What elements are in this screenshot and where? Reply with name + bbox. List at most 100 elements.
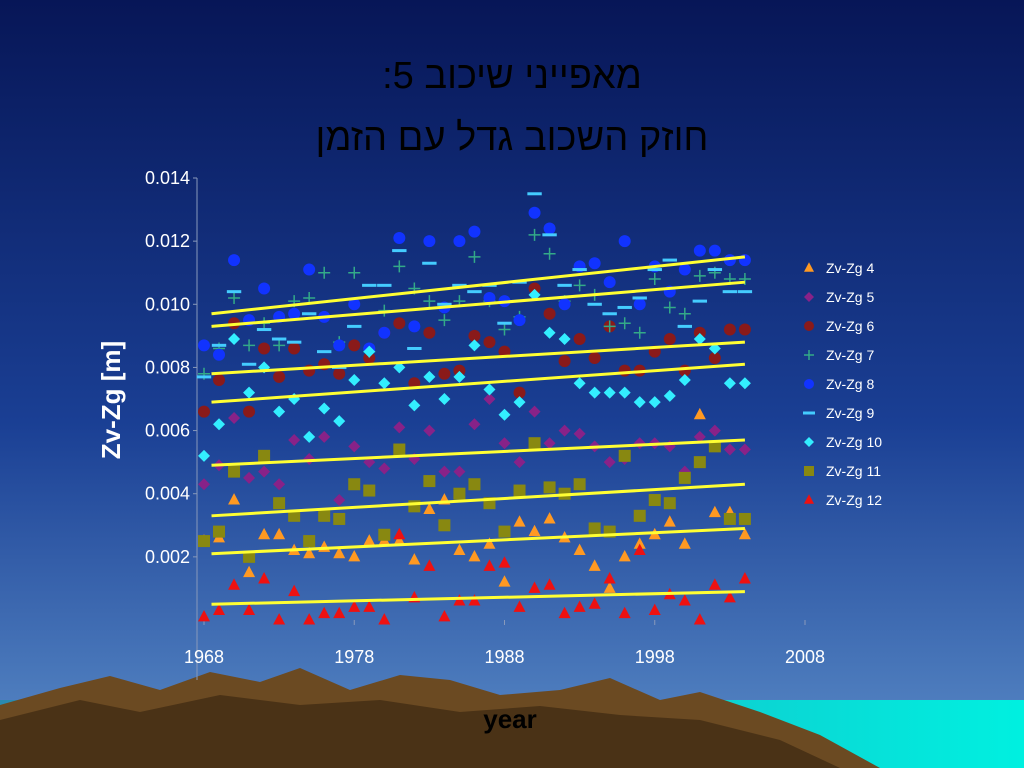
point [273, 497, 286, 510]
point [378, 377, 391, 390]
legend-label: Zv-Zg 12 [826, 492, 882, 508]
point [273, 370, 286, 383]
trend-line [211, 590, 745, 606]
point [513, 456, 526, 469]
point [288, 509, 301, 522]
point [468, 478, 481, 491]
trend-line [211, 526, 745, 556]
point [648, 396, 661, 409]
point [348, 440, 361, 453]
point [678, 307, 691, 320]
point [363, 600, 376, 612]
point [468, 339, 481, 352]
point [633, 326, 646, 339]
point [453, 465, 466, 478]
point [633, 298, 646, 311]
point [528, 437, 541, 450]
point [498, 323, 511, 336]
point [378, 613, 391, 625]
point [273, 339, 286, 352]
point [528, 288, 541, 301]
point [333, 367, 346, 380]
point [453, 235, 466, 248]
point [303, 613, 316, 625]
point [243, 386, 256, 399]
point [738, 572, 751, 584]
point [603, 276, 616, 289]
point [693, 269, 706, 282]
point [573, 600, 586, 612]
point [228, 411, 241, 424]
point [588, 257, 601, 270]
point [573, 543, 586, 556]
point [438, 609, 451, 622]
point [483, 291, 496, 304]
point [468, 418, 481, 431]
point [273, 613, 286, 625]
legend: Zv-Zg 4 Zv-Zg 5 Zv-Zg 6 Zv-Zg 7 Zv-Zg 8 Zv-Zg… [803, 260, 882, 508]
legend-label: Zv-Zg 8 [826, 376, 874, 392]
point [603, 581, 616, 593]
point [543, 222, 556, 235]
point [243, 339, 256, 352]
point [588, 559, 601, 571]
point [348, 266, 361, 279]
point [438, 519, 451, 532]
point [693, 613, 706, 625]
point [333, 415, 346, 428]
x-tick-label: 1998 [635, 647, 675, 667]
point [603, 456, 616, 469]
legend-label: Zv-Zg 6 [826, 318, 874, 334]
point [558, 355, 571, 368]
point [483, 336, 496, 349]
point [408, 553, 421, 565]
legend-label: Zv-Zg 5 [826, 289, 874, 305]
legend-marker [804, 379, 814, 389]
point [243, 471, 256, 484]
point [438, 465, 451, 478]
point [588, 522, 601, 535]
point [288, 584, 301, 597]
point [513, 600, 526, 612]
point [498, 556, 511, 568]
point [708, 244, 721, 257]
legend-marker [804, 350, 814, 360]
point [273, 527, 286, 540]
point [378, 528, 391, 541]
point [228, 465, 241, 478]
point [393, 317, 406, 330]
point [618, 549, 631, 562]
mountains-shadow [0, 695, 840, 768]
point [423, 235, 436, 248]
point [603, 320, 616, 333]
point [498, 345, 511, 358]
legend-marker [804, 437, 814, 447]
y-tick-label: 0.002 [145, 547, 190, 567]
legend-label: Zv-Zg 10 [826, 434, 882, 450]
point [678, 471, 691, 484]
point [363, 351, 376, 364]
point [468, 329, 481, 342]
point [228, 493, 241, 505]
point [588, 597, 601, 609]
point [603, 386, 616, 399]
point [363, 484, 376, 497]
trend-line [211, 362, 746, 404]
point [348, 374, 361, 387]
x-tick-label: 1968 [184, 647, 224, 667]
point [423, 502, 436, 514]
point [648, 603, 661, 616]
point [363, 345, 376, 358]
point [708, 440, 721, 453]
point [573, 333, 586, 346]
point [438, 393, 451, 405]
point [618, 449, 631, 462]
point [588, 386, 601, 399]
x-tick-label: 1978 [334, 647, 374, 667]
subtitle: חוזק השכוב גדל עם הזמן [316, 117, 709, 159]
point [378, 462, 391, 475]
point [393, 527, 406, 540]
point [573, 427, 586, 440]
point [558, 424, 571, 437]
